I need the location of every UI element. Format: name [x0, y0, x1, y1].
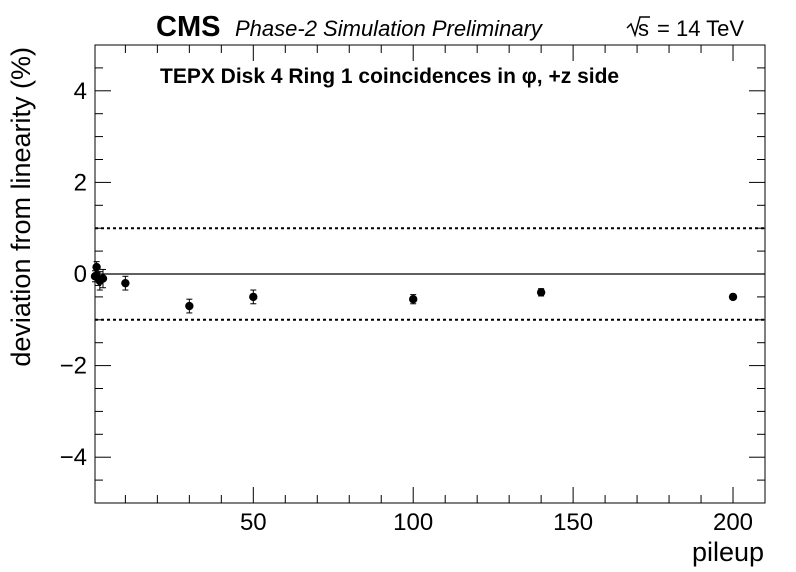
data-point: [98, 274, 108, 283]
y-tick-label: −2: [60, 353, 87, 380]
data-point: [728, 292, 738, 302]
x-axis-label: pileup: [692, 537, 764, 567]
chart-title: TEPX Disk 4 Ring 1 coincidences in φ, +z…: [160, 65, 619, 88]
experiment-label: CMS: [156, 11, 220, 43]
data-point: [92, 262, 101, 272]
y-tick-label: −4: [60, 444, 87, 471]
energy-sqrt-label: s: [638, 16, 649, 41]
x-tick-label: 150: [553, 509, 593, 536]
plot-area: −4 −2 0 2 4 50 100 150 200: [60, 44, 766, 536]
x-tick-label: 100: [393, 509, 433, 536]
x-tick-label: 50: [240, 509, 267, 536]
data-point: [409, 294, 418, 304]
energy-value-label: = 14 TeV: [657, 16, 744, 41]
data-point: [121, 278, 130, 288]
data-point: [536, 288, 546, 297]
x-tick-label: 200: [713, 509, 753, 536]
y-tick-label: 2: [74, 169, 87, 196]
sqrt-sign-icon: [626, 16, 650, 38]
subtitle-label: Phase-2 Simulation Preliminary: [235, 16, 544, 41]
energy-label: s = 14 TeV: [626, 16, 744, 41]
data-point: [185, 301, 194, 311]
y-tick-label: 0: [74, 261, 87, 288]
y-tick-label: 4: [74, 78, 87, 105]
data-point: [249, 292, 258, 302]
y-axis-label: deviation from linearity (%): [6, 47, 36, 367]
